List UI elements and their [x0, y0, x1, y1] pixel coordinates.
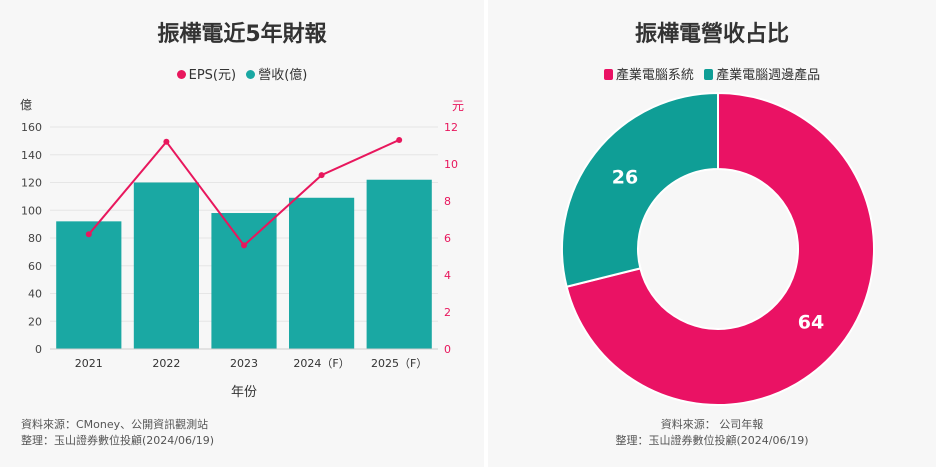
- left-axis-tick-label: 120: [21, 177, 42, 190]
- eps-point: [163, 138, 170, 145]
- right-axis-tick-label: 10: [444, 158, 458, 171]
- right-source-line1: 資料來源： 公司年報: [660, 418, 764, 431]
- donut-chart: 64 26: [561, 91, 875, 406]
- x-axis-tick-label: 2024（F）: [293, 357, 349, 370]
- x-axis-tick-label: 2021: [75, 357, 103, 370]
- left-axis-tick-label: 160: [21, 121, 42, 134]
- legend-item-revenue: 營收(億): [246, 64, 307, 83]
- left-axis-tick-label: 0: [35, 343, 42, 356]
- right-chart-panel: 振樺電營收占比 產業電腦系統 產業電腦週邊產品 64 26 資料來源： 公司年報 …: [488, 0, 936, 467]
- legend-label-system: 產業電腦系統: [615, 68, 694, 83]
- right-source: 資料來源： 公司年報 整理：玉山證券數位投顧(2024/06/19): [488, 417, 936, 449]
- x-axis-tick-label: 2023: [230, 357, 258, 370]
- combo-chart-title: 振樺電近5年財報: [157, 22, 327, 47]
- left-axis-tick-label: 20: [28, 315, 42, 328]
- revenue-bar: [56, 221, 122, 349]
- left-source-line1: 資料來源：CMoney、公開資訊觀測站: [21, 418, 209, 431]
- donut-slice: [565, 91, 875, 406]
- system-legend-marker: [603, 69, 613, 80]
- right-axis-tick-label: 6: [444, 232, 451, 245]
- donut-chart-title: 振樺電營收占比: [634, 22, 789, 47]
- left-axis-tick-label: 140: [21, 149, 42, 162]
- donut-slice-value-label: 26: [612, 166, 638, 188]
- right-axis-tick-label: 2: [444, 306, 451, 319]
- eps-point: [85, 231, 92, 238]
- left-axis-tick-label: 40: [28, 288, 42, 301]
- x-axis-title: 年份: [231, 385, 257, 400]
- eps-legend-marker: [176, 70, 186, 79]
- legend-label-peripheral: 產業電腦週邊產品: [716, 68, 821, 83]
- revenue-legend-marker: [246, 70, 256, 79]
- legend-item-peripheral: 產業電腦週邊產品: [704, 64, 820, 83]
- legend-item-eps: EPS(元): [176, 64, 237, 83]
- x-axis-tick-label: 2025（F）: [371, 357, 427, 370]
- left-source: 資料來源：CMoney、公開資訊觀測站 整理：玉山證券數位投顧(2024/06/…: [21, 417, 214, 449]
- combo-chart: 0 20 40 60 80 100 120 140 160 0 2 4 6 8 10 12 億 元 2021 2022…: [20, 98, 464, 400]
- revenue-bar: [133, 182, 199, 349]
- left-axis-tick-label: 80: [28, 232, 42, 245]
- donut-chart-legend: 產業電腦系統 產業電腦週邊產品: [488, 64, 936, 83]
- eps-point: [318, 172, 325, 179]
- left-axis-tick-label: 100: [21, 204, 42, 217]
- left-source-line2: 整理：玉山證券數位投顧(2024/06/19): [21, 434, 214, 447]
- legend-item-system: 產業電腦系統: [603, 64, 694, 83]
- right-axis-tick-label: 4: [444, 269, 451, 282]
- revenue-bar: [366, 179, 432, 349]
- revenue-bar: [289, 197, 355, 349]
- left-chart-panel: 振樺電近5年財報 EPS(元) 營收(億) 0 20 40 60 80 100 120 140…: [0, 22, 484, 449]
- right-source-line2: 整理：玉山證券數位投顧(2024/06/19): [615, 434, 809, 447]
- x-axis-tick-label: 2022: [152, 357, 180, 370]
- donut-slice: [561, 91, 719, 288]
- peripheral-legend-marker: [704, 69, 714, 80]
- right-axis-tick-label: 8: [444, 195, 451, 208]
- right-axis-unit-label: 元: [452, 99, 464, 113]
- right-axis-tick-label: 12: [444, 121, 458, 134]
- right-axis-tick-label: 0: [444, 343, 451, 356]
- combo-chart-legend: EPS(元) 營收(億): [0, 64, 484, 83]
- eps-point: [396, 136, 403, 143]
- eps-point: [241, 242, 247, 249]
- legend-label-revenue: 營收(億): [258, 68, 308, 83]
- left-axis-tick-label: 60: [28, 260, 42, 273]
- left-axis-unit-label: 億: [20, 98, 32, 112]
- revenue-bar: [211, 213, 277, 349]
- legend-label-eps: EPS(元): [188, 68, 237, 83]
- panel-divider: [484, 0, 488, 467]
- donut-slice-value-label: 64: [798, 312, 824, 334]
